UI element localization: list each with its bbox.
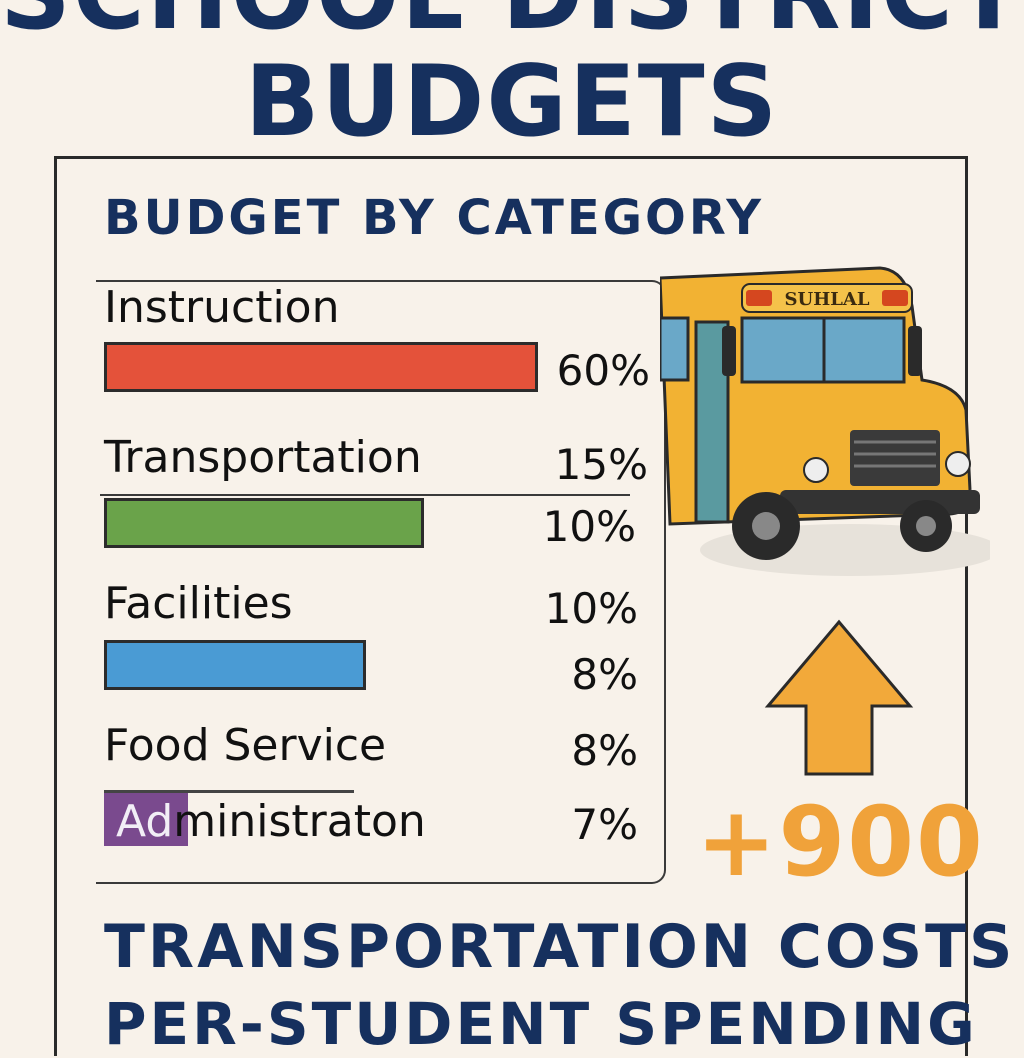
- percent-administration: 7%: [571, 800, 638, 849]
- bus-headlight-right: [945, 451, 971, 477]
- admin-label-rest: ministraton: [173, 796, 426, 847]
- percent-extra-8: 8%: [571, 650, 638, 699]
- footer-heading-per-student-spending: PER-STUDENT SPENDING: [104, 990, 978, 1058]
- percent-food-service: 8%: [571, 726, 638, 775]
- category-label-transportation: Transportation: [104, 432, 422, 483]
- admin-swatch: [104, 790, 188, 846]
- bus-mirror-right: [908, 326, 922, 376]
- page-title-line-2: BUDGETS: [244, 45, 780, 159]
- bus-headlight-left: [803, 457, 829, 483]
- school-bus-illustration: SUHLAL: [660, 266, 990, 576]
- category-list-box: [96, 280, 666, 884]
- panel-subtitle: BUDGET BY CATEGORY: [104, 190, 764, 246]
- category-label-facilities: Facilities: [104, 578, 293, 629]
- bus-grille: [850, 430, 940, 486]
- percent-extra-10: 10%: [542, 502, 636, 551]
- bus-sign: SUHLAL: [785, 289, 870, 310]
- bus-warning-light-right: [882, 290, 908, 306]
- percent-facilities: 10%: [544, 584, 638, 633]
- bus-roof-sign-panel: [741, 283, 913, 313]
- admin-swatch-line: [104, 790, 354, 793]
- admin-swatch-text: Ad: [116, 796, 174, 847]
- increase-value: +900: [696, 786, 985, 898]
- bar-blue: [104, 640, 366, 690]
- bar-green: [104, 498, 424, 548]
- divider: [100, 494, 630, 496]
- arrow-shape: [764, 619, 914, 776]
- category-label-instruction: Instruction: [104, 282, 340, 333]
- bus-bumper: [780, 490, 980, 514]
- bus-warning-light-left: [746, 290, 772, 306]
- percent-instruction: 60%: [556, 346, 650, 395]
- bus-side-window: [660, 316, 690, 382]
- up-arrow-icon: [764, 619, 914, 776]
- panel-frame: [54, 156, 968, 1056]
- category-label-food-service: Food Service: [104, 720, 387, 771]
- footer-heading-transportation-costs: TRANSPORTATION COSTS: [104, 912, 1016, 982]
- category-label-administration: Administraton: [116, 796, 426, 847]
- bus-mirror-left: [722, 326, 736, 376]
- percent-transportation: 15%: [554, 440, 648, 489]
- bar-instruction: [104, 342, 538, 392]
- page-title-line-1: SCHOOL DISTRICT: [0, 0, 1024, 52]
